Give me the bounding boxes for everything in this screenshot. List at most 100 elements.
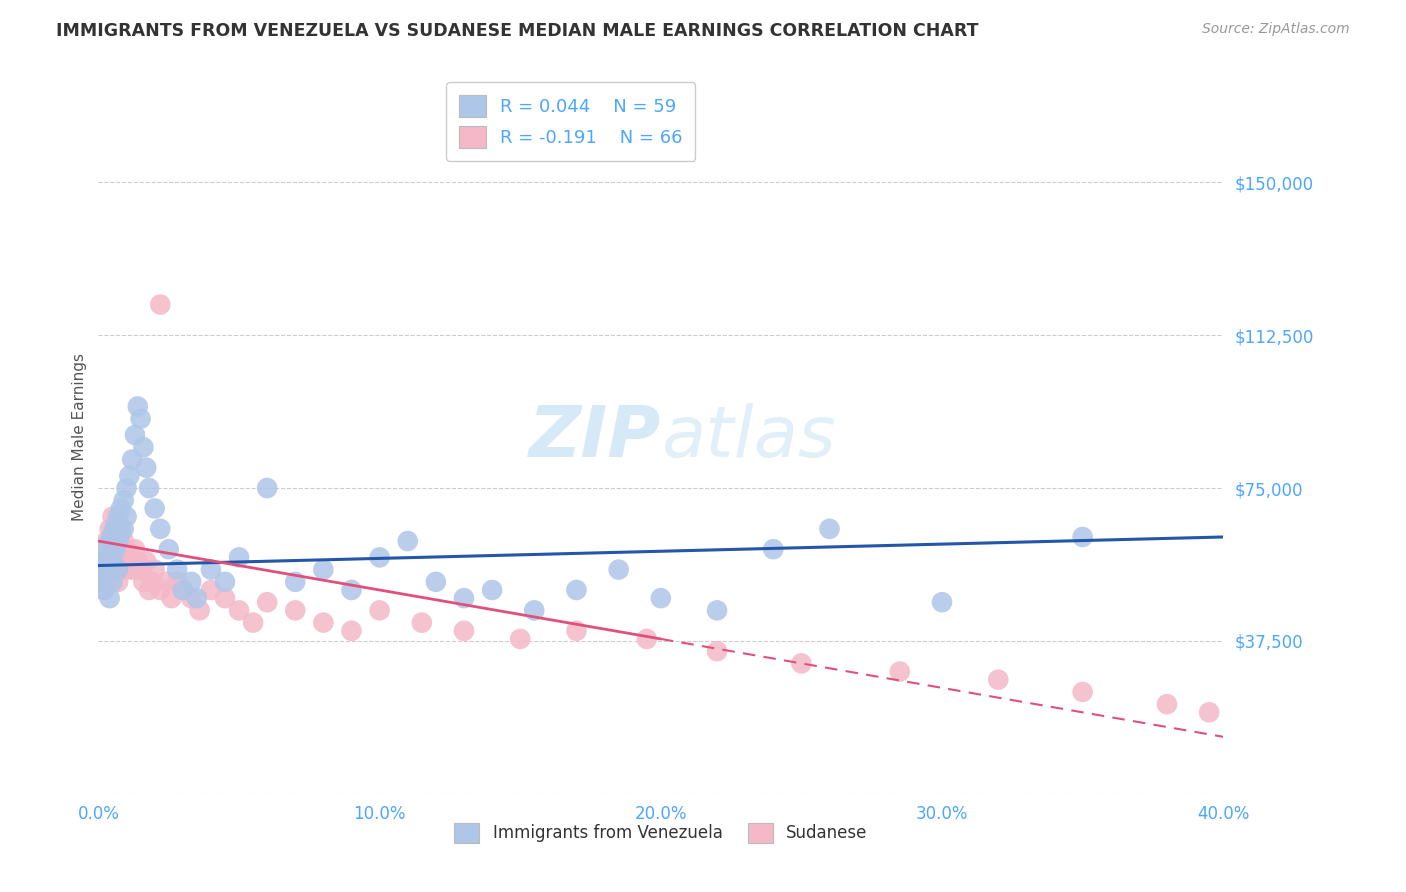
Point <box>889 665 911 679</box>
Point <box>112 534 135 549</box>
Point <box>523 603 546 617</box>
Point <box>565 624 588 638</box>
Point <box>1198 706 1220 720</box>
Point <box>138 481 160 495</box>
Point <box>110 525 132 540</box>
Point <box>90 558 112 573</box>
Point <box>101 550 124 565</box>
Point <box>115 542 138 557</box>
Point <box>118 554 141 568</box>
Point <box>98 522 121 536</box>
Point <box>565 582 588 597</box>
Point <box>166 574 188 589</box>
Point <box>172 582 194 597</box>
Point <box>98 591 121 606</box>
Point <box>104 517 127 532</box>
Point <box>453 591 475 606</box>
Point <box>135 554 157 568</box>
Point <box>110 542 132 557</box>
Point <box>93 582 115 597</box>
Point <box>101 509 124 524</box>
Point <box>96 566 118 581</box>
Point <box>127 554 149 568</box>
Point <box>481 582 503 597</box>
Point <box>312 615 335 630</box>
Point <box>98 542 121 557</box>
Point <box>115 481 138 495</box>
Point <box>607 563 630 577</box>
Point <box>149 297 172 311</box>
Point <box>129 411 152 425</box>
Point <box>127 400 149 414</box>
Point <box>762 542 785 557</box>
Point <box>200 582 222 597</box>
Point <box>509 632 531 646</box>
Point <box>93 582 115 597</box>
Point <box>96 554 118 568</box>
Point <box>115 563 138 577</box>
Point <box>101 574 124 589</box>
Point <box>228 603 250 617</box>
Point <box>110 522 132 536</box>
Point <box>790 657 813 671</box>
Point <box>132 440 155 454</box>
Point <box>931 595 953 609</box>
Point <box>284 574 307 589</box>
Text: atlas: atlas <box>661 402 835 472</box>
Point <box>90 550 112 565</box>
Point <box>186 591 208 606</box>
Point <box>135 460 157 475</box>
Point <box>107 574 129 589</box>
Point <box>107 534 129 549</box>
Point <box>368 550 391 565</box>
Point <box>96 534 118 549</box>
Point <box>112 493 135 508</box>
Point <box>160 591 183 606</box>
Point <box>149 522 172 536</box>
Point <box>172 582 194 597</box>
Point <box>453 624 475 638</box>
Point <box>1071 685 1094 699</box>
Point <box>93 542 115 557</box>
Point <box>121 452 143 467</box>
Point <box>110 501 132 516</box>
Point <box>368 603 391 617</box>
Point <box>98 558 121 573</box>
Point <box>706 644 728 658</box>
Point <box>110 563 132 577</box>
Point <box>104 542 127 557</box>
Point <box>104 542 127 557</box>
Point <box>90 574 112 589</box>
Point <box>112 522 135 536</box>
Point <box>121 563 143 577</box>
Point <box>104 522 127 536</box>
Text: IMMIGRANTS FROM VENEZUELA VS SUDANESE MEDIAN MALE EARNINGS CORRELATION CHART: IMMIGRANTS FROM VENEZUELA VS SUDANESE ME… <box>56 22 979 40</box>
Point <box>112 554 135 568</box>
Point <box>242 615 264 630</box>
Point <box>228 550 250 565</box>
Point <box>180 574 202 589</box>
Text: Source: ZipAtlas.com: Source: ZipAtlas.com <box>1202 22 1350 37</box>
Point <box>107 554 129 568</box>
Point <box>101 525 124 540</box>
Point <box>200 563 222 577</box>
Point <box>107 534 129 549</box>
Point <box>1156 697 1178 711</box>
Point <box>411 615 433 630</box>
Point <box>425 574 447 589</box>
Point <box>129 563 152 577</box>
Point <box>124 428 146 442</box>
Point <box>143 501 166 516</box>
Point <box>987 673 1010 687</box>
Point <box>107 509 129 524</box>
Point <box>214 591 236 606</box>
Point <box>143 563 166 577</box>
Text: ZIP: ZIP <box>529 402 661 472</box>
Point <box>96 542 118 557</box>
Point <box>93 563 115 577</box>
Y-axis label: Median Male Earnings: Median Male Earnings <box>72 353 87 521</box>
Point <box>214 574 236 589</box>
Point <box>93 550 115 565</box>
Point <box>155 574 177 589</box>
Point <box>312 563 335 577</box>
